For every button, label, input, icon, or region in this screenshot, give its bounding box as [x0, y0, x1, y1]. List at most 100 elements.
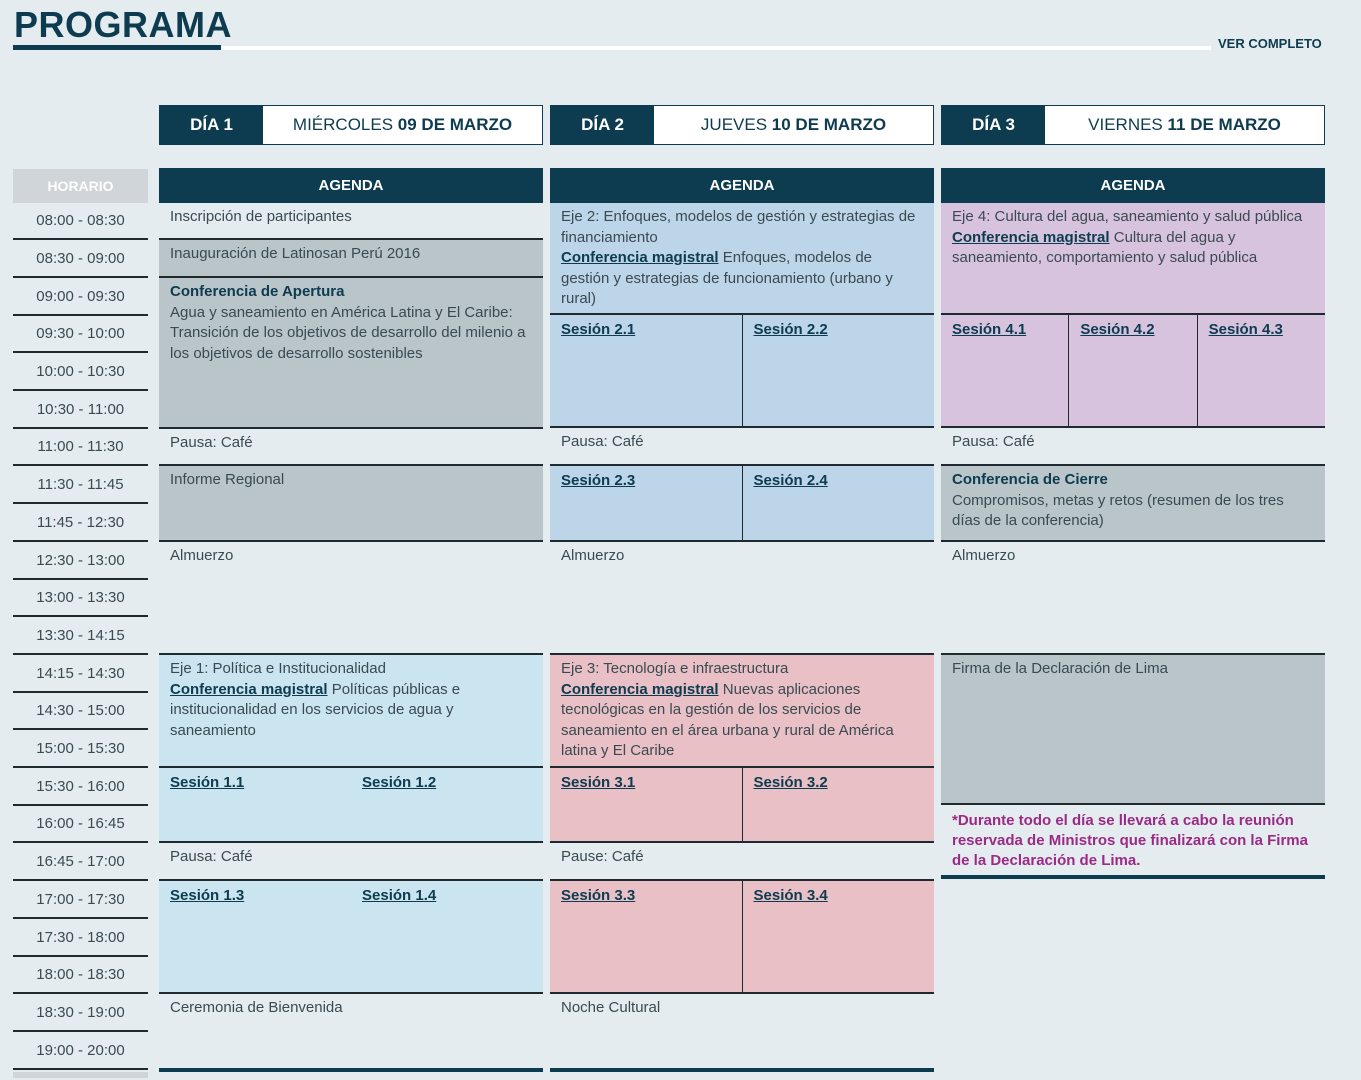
block-title: Conferencia de Cierre — [952, 471, 1108, 488]
block-text: Pausa: Café — [170, 848, 253, 865]
day-header: DÍA 2 JUEVES 10 DE MARZO — [550, 105, 934, 145]
time-slot: 09:00 - 09:30 — [13, 278, 148, 316]
ministers-note: *Durante todo el día se llevará a cabo l… — [941, 805, 1325, 879]
block-text: Eje 2: Enfoques, modelos de gestión y es… — [561, 208, 916, 246]
conferencia-magistral-link[interactable]: Conferencia magistral — [952, 228, 1110, 246]
block-text: Agua y saneamiento en América Latina y E… — [170, 303, 526, 362]
session-link[interactable]: Sesión 1.1 — [170, 774, 245, 791]
block-text: Eje 3: Tecnología e infraestructura — [561, 660, 789, 677]
agenda-block: Eje 1: Política e Institucionalidad Confe… — [159, 655, 543, 768]
time-slot: 18:30 - 19:00 — [13, 994, 148, 1032]
block-text: Almuerzo — [170, 547, 234, 564]
block-text: Firma de la Declaración de Lima — [952, 660, 1168, 677]
conferencia-magistral-link[interactable]: Conferencia magistral — [561, 680, 719, 698]
agenda-block: Conferencia de Cierre Compromisos, metas … — [941, 466, 1325, 542]
time-slot: 14:15 - 14:30 — [13, 655, 148, 693]
horario-header: HORARIO — [13, 169, 148, 203]
session-link[interactable]: Sesión 2.4 — [741, 466, 935, 540]
time-slot: 13:30 - 14:15 — [13, 617, 148, 655]
block-text: Pausa: Café — [170, 434, 253, 451]
agenda-block: Inscripción de participantes — [159, 203, 543, 240]
block-text: Informe Regional — [170, 471, 285, 488]
day-label: DÍA 3 — [942, 106, 1045, 144]
block-text: Noche Cultural — [561, 999, 661, 1016]
block-text: Pause: Café — [561, 848, 644, 865]
agenda-block: Pausa: Café — [159, 843, 543, 881]
date-day: 09 DE MARZO — [397, 115, 513, 134]
agenda-block: Eje 3: Tecnología e infraestructura Confe… — [550, 655, 934, 768]
time-slot: 15:00 - 15:30 — [13, 730, 148, 768]
time-slot: 12:30 - 13:00 — [13, 542, 148, 580]
time-slot: 15:30 - 16:00 — [13, 768, 148, 806]
session-group: Sesión 3.3 Sesión 3.4 — [550, 881, 934, 994]
time-slot: 11:00 - 11:30 — [13, 429, 148, 466]
agenda-block: Pause: Café — [550, 843, 934, 881]
agenda-block: Almuerzo — [550, 542, 934, 655]
session-link[interactable]: Sesión 1.4 — [362, 887, 437, 904]
time-slot: 14:30 - 15:00 — [13, 693, 148, 730]
session-link[interactable]: Sesión 3.1 — [561, 774, 636, 791]
date-weekday: MIÉRCOLES — [292, 115, 398, 134]
magistral-text: Cultura del agua y saneamiento, comporta… — [952, 228, 1258, 267]
day-label: DÍA 2 — [551, 106, 654, 144]
day-header: DÍA 1 MIÉRCOLES 09 DE MARZO — [159, 105, 543, 145]
time-slot: 18:00 - 18:30 — [13, 957, 148, 994]
ver-completo-link[interactable]: VER COMPLETO — [1218, 36, 1322, 51]
agenda-header: AGENDA — [941, 168, 1325, 203]
agenda-header: AGENDA — [550, 168, 934, 203]
session-link[interactable]: Sesión 2.3 — [561, 472, 636, 489]
time-slot: 17:30 - 18:00 — [13, 919, 148, 957]
block-text: Ceremonia de Bienvenida — [170, 999, 343, 1016]
agenda-block: Pausa: Café — [159, 429, 543, 466]
block-text: Almuerzo — [561, 547, 625, 564]
time-slot: 11:30 - 11:45 — [13, 466, 148, 504]
column-end-bar — [550, 1068, 934, 1072]
block-text: Almuerzo — [952, 547, 1016, 564]
session-link[interactable]: Sesión 3.3 — [561, 887, 636, 904]
day-label: DÍA 1 — [160, 106, 263, 144]
agenda-block: Almuerzo — [159, 542, 543, 655]
time-slot: 08:00 - 08:30 — [13, 203, 148, 240]
agenda-block: Ceremonia de Bienvenida — [159, 994, 543, 1068]
time-slot: 10:00 - 10:30 — [13, 353, 148, 391]
session-link[interactable]: Sesión 4.2 — [1068, 315, 1196, 426]
session-link[interactable]: Sesión 3.2 — [741, 768, 935, 841]
session-link[interactable]: Sesión 1.2 — [362, 774, 437, 791]
session-group: Sesión 2.1 Sesión 2.2 — [550, 315, 934, 428]
block-text: Inscripción de participantes — [170, 208, 352, 225]
block-text: Compromisos, metas y retos (resumen de l… — [952, 491, 1284, 530]
date-weekday: JUEVES — [700, 115, 772, 134]
session-group: Sesión 4.1 Sesión 4.2 Sesión 4.3 — [941, 315, 1325, 428]
block-text: Pausa: Café — [952, 433, 1035, 450]
block-text: Inauguración de Latinosan Perú 2016 — [170, 245, 421, 262]
conferencia-magistral-link[interactable]: Conferencia magistral — [561, 249, 719, 266]
agenda-block: Pausa: Café — [550, 428, 934, 466]
conferencia-magistral-link[interactable]: Conferencia magistral — [170, 680, 328, 698]
time-slot: 08:30 - 09:00 — [13, 240, 148, 278]
session-link[interactable]: Sesión 1.3 — [170, 887, 245, 904]
session-link[interactable]: Sesión 4.3 — [1196, 315, 1325, 426]
day-date: VIERNES 11 DE MARZO — [1045, 106, 1324, 144]
session-link[interactable]: Sesión 3.4 — [741, 881, 935, 992]
session-link[interactable]: Sesión 2.1 — [561, 321, 636, 338]
block-text: Pausa: Café — [561, 433, 644, 450]
time-slot: 11:45 - 12:30 — [13, 504, 148, 542]
magistral-text: Enfoques, modelos de gestión y estrategi… — [561, 249, 893, 307]
agenda-block: Firma de la Declaración de Lima — [941, 655, 1325, 805]
agenda-block: Inauguración de Latinosan Perú 2016 — [159, 240, 543, 278]
session-group: Sesión 1.1 Sesión 1.2 — [159, 768, 543, 843]
magistral-text: Nuevas aplicaciones tecnológicas en la g… — [561, 680, 894, 760]
date-day: 11 DE MARZO — [1167, 115, 1281, 134]
session-group: Sesión 2.3 Sesión 2.4 — [550, 466, 934, 542]
session-link[interactable]: Sesión 2.2 — [741, 315, 935, 426]
block-title: Conferencia de Apertura — [170, 283, 345, 300]
time-slot: 16:45 - 17:00 — [13, 843, 148, 881]
day-date: JUEVES 10 DE MARZO — [654, 106, 933, 144]
agenda-block: Informe Regional — [159, 466, 543, 542]
time-slot: 09:30 - 10:00 — [13, 316, 148, 353]
title-underline — [13, 45, 221, 50]
agenda-header: AGENDA — [159, 168, 543, 203]
time-column-end — [13, 1072, 148, 1078]
session-group: Sesión 3.1 Sesión 3.2 — [550, 768, 934, 843]
session-link[interactable]: Sesión 4.1 — [952, 321, 1027, 338]
